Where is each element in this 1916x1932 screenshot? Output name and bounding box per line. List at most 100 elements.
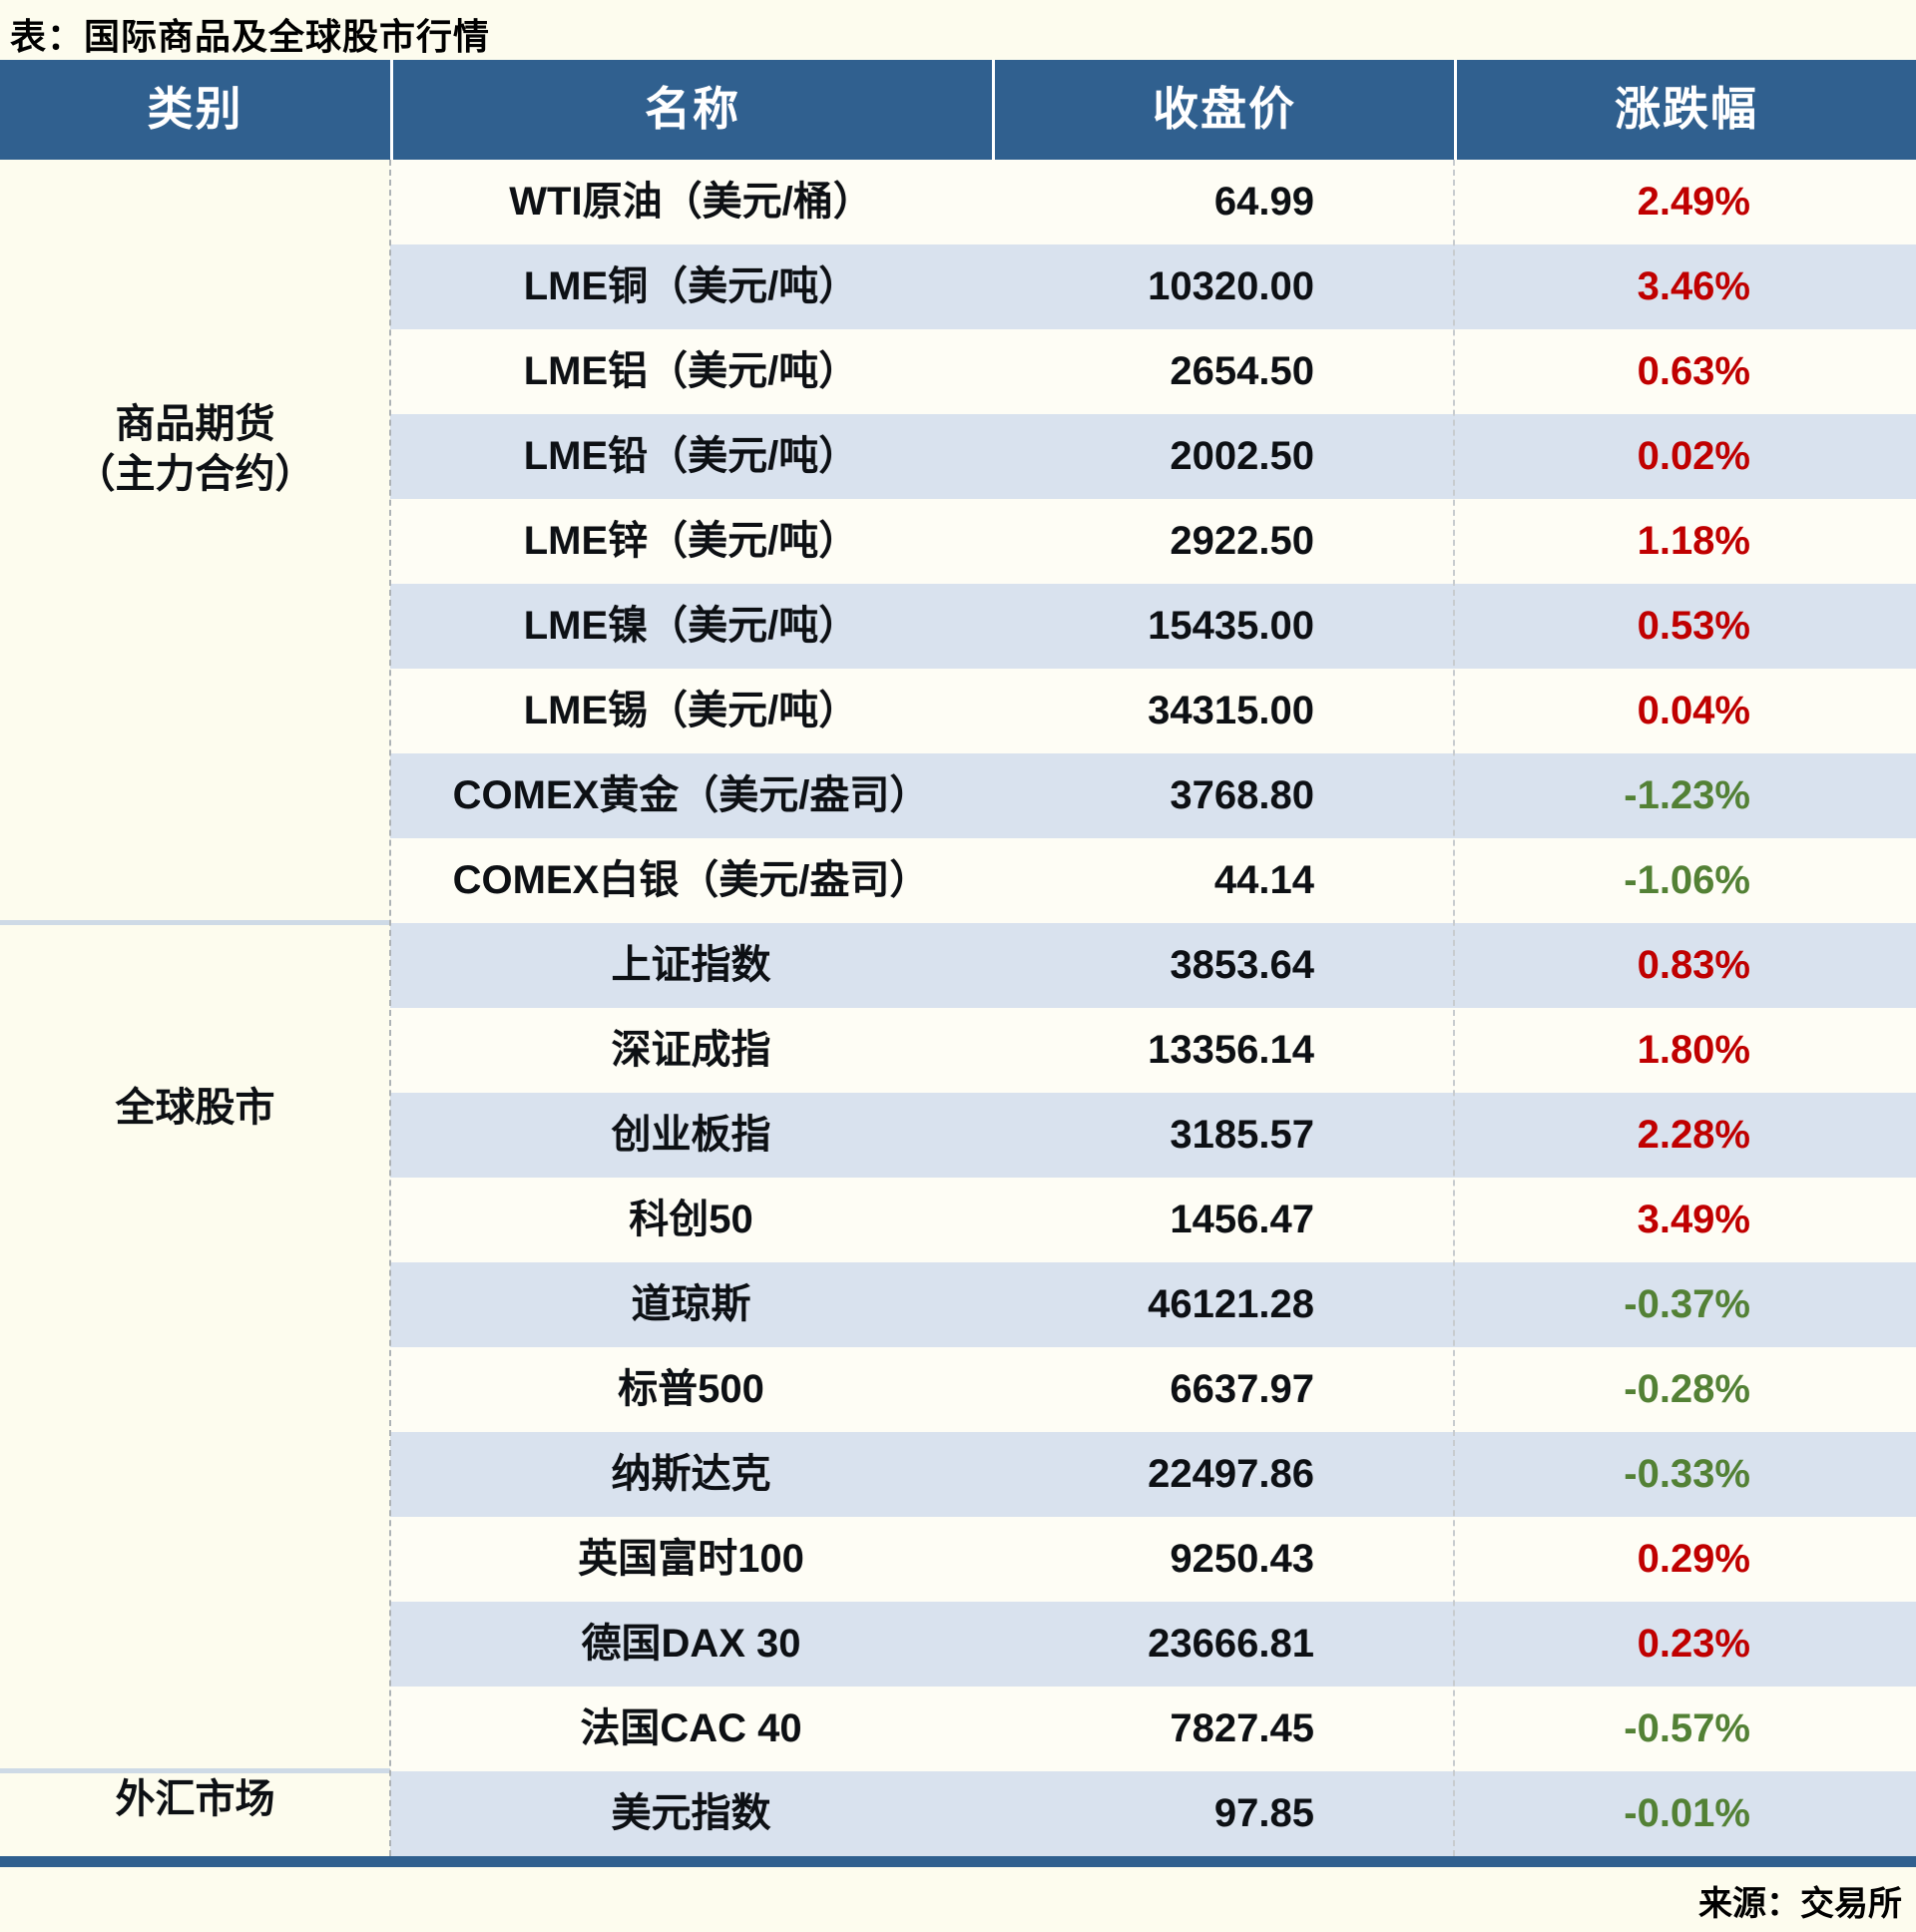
table-row: COMEX黄金（美元/盎司） 3768.80 -1.23% (390, 753, 1916, 838)
instrument-name: 德国DAX 30 (581, 1622, 801, 1666)
table-row: 美元指数 97.85 -0.01% (390, 1771, 1916, 1856)
category-section-divider (0, 920, 390, 925)
instrument-name: 科创50 (629, 1198, 753, 1241)
column-header-2: 收盘价 (992, 60, 1454, 160)
instrument-name: 深证成指 (611, 1028, 771, 1072)
change-percent: 0.02% (1637, 434, 1750, 478)
instrument-name: 美元指数 (611, 1791, 771, 1835)
instrument-name: 法国CAC 40 (580, 1706, 802, 1750)
close-price: 7827.45 (1170, 1706, 1314, 1750)
table-row: LME铜（美元/吨） 10320.00 3.46% (390, 244, 1916, 329)
close-price: 6637.97 (1170, 1367, 1314, 1411)
close-price: 97.85 (1213, 1791, 1314, 1835)
close-price: 2002.50 (1170, 434, 1314, 478)
instrument-name: COMEX黄金（美元/盎司） (452, 773, 930, 817)
close-price: 46121.28 (1148, 1282, 1314, 1326)
category-label-1: 全球股市 (0, 1083, 390, 1133)
close-price: 3768.80 (1170, 773, 1314, 817)
close-price: 1456.47 (1170, 1198, 1314, 1241)
table-row: 上证指数 3853.64 0.83% (390, 923, 1916, 1008)
change-percent: -0.28% (1624, 1367, 1750, 1411)
close-price: 2654.50 (1170, 349, 1314, 393)
table-row: 深证成指 13356.14 1.80% (390, 1008, 1916, 1093)
column-header-3: 涨跌幅 (1454, 60, 1916, 160)
instrument-name: 上证指数 (611, 943, 771, 987)
table-row: LME锡（美元/吨） 34315.00 0.04% (390, 669, 1916, 753)
table-row: LME锌（美元/吨） 2922.50 1.18% (390, 499, 1916, 584)
instrument-name: LME锡（美元/吨） (523, 689, 859, 732)
instrument-name: LME铅（美元/吨） (523, 434, 859, 478)
change-percent: -0.37% (1624, 1282, 1750, 1326)
close-price: 34315.00 (1148, 689, 1314, 732)
table-row: 道琼斯 46121.28 -0.37% (390, 1262, 1916, 1347)
table-body: WTI原油（美元/桶） 64.99 2.49% LME铜（美元/吨） 10320.00 3… (390, 160, 1916, 1856)
table-row: 德国DAX 30 23666.81 0.23% (390, 1602, 1916, 1687)
instrument-name: LME铜（美元/吨） (523, 264, 859, 308)
change-percent: 0.83% (1637, 943, 1750, 987)
table-bottom-border (0, 1856, 1916, 1867)
table-row: 英国富时100 9250.43 0.29% (390, 1517, 1916, 1602)
instrument-name: LME铝（美元/吨） (523, 349, 859, 393)
change-percent: 0.63% (1637, 349, 1750, 393)
category-divider-line (389, 160, 391, 1856)
instrument-name: 纳斯达克 (611, 1452, 771, 1496)
source-note: 来源：交易所 (1698, 1885, 1902, 1923)
instrument-name: COMEX白银（美元/盎司） (452, 858, 930, 902)
category-label-line: 外汇市场 (115, 1777, 275, 1821)
change-percent: 0.29% (1637, 1537, 1750, 1581)
category-label-2: 外汇市场 (0, 1774, 390, 1824)
change-percent: 0.53% (1637, 604, 1750, 648)
instrument-name: 英国富时100 (578, 1537, 804, 1581)
close-price: 44.14 (1213, 858, 1314, 902)
change-percent: 0.23% (1637, 1622, 1750, 1666)
change-percent: -0.33% (1624, 1452, 1750, 1496)
table-row: COMEX白银（美元/盎司） 44.14 -1.06% (390, 838, 1916, 923)
change-percent: 1.80% (1637, 1028, 1750, 1072)
change-percent: 2.28% (1637, 1113, 1750, 1157)
table-row: WTI原油（美元/桶） 64.99 2.49% (390, 160, 1916, 244)
change-percent: 1.18% (1637, 519, 1750, 563)
category-label-line: 全球股市 (115, 1086, 275, 1130)
instrument-name: 标普500 (618, 1367, 764, 1411)
close-price: 15435.00 (1148, 604, 1314, 648)
close-price: 22497.86 (1148, 1452, 1314, 1496)
table-row: LME铝（美元/吨） 2654.50 0.63% (390, 329, 1916, 414)
instrument-name: 道琼斯 (631, 1282, 751, 1326)
table-row: 纳斯达克 22497.86 -0.33% (390, 1432, 1916, 1517)
change-percent: -0.57% (1624, 1706, 1750, 1750)
instrument-name: WTI原油（美元/桶） (509, 180, 873, 224)
close-price: 13356.14 (1148, 1028, 1314, 1072)
instrument-name: LME镍（美元/吨） (523, 604, 859, 648)
close-price: 9250.43 (1170, 1537, 1314, 1581)
instrument-name: 创业板指 (611, 1113, 771, 1157)
table-row: 创业板指 3185.57 2.28% (390, 1093, 1916, 1178)
column-header-1: 名称 (390, 60, 992, 160)
close-price: 3853.64 (1170, 943, 1314, 987)
table-row: LME镍（美元/吨） 15435.00 0.53% (390, 584, 1916, 669)
table-row: 法国CAC 40 7827.45 -0.57% (390, 1687, 1916, 1771)
category-column: 商品期货 （主力合约） 全球股市外汇市场 (0, 160, 390, 1856)
change-column-divider-line (1453, 160, 1455, 1856)
close-price: 23666.81 (1148, 1622, 1314, 1666)
table-header-row: 类别 名称 收盘价 涨跌幅 (0, 60, 1916, 160)
instrument-name: LME锌（美元/吨） (523, 519, 859, 563)
category-label-line: （主力合约） (75, 452, 315, 496)
close-price: 10320.00 (1148, 264, 1314, 308)
column-header-0: 类别 (147, 84, 243, 135)
change-percent: -1.06% (1624, 858, 1750, 902)
change-percent: -0.01% (1624, 1791, 1750, 1835)
close-price: 3185.57 (1170, 1113, 1314, 1157)
close-price: 2922.50 (1170, 519, 1314, 563)
category-label-line: 商品期货 (115, 402, 275, 446)
category-label-0: 商品期货 （主力合约） (0, 399, 390, 499)
change-percent: -1.23% (1624, 773, 1750, 817)
change-percent: 3.49% (1637, 1198, 1750, 1241)
table-row: 标普500 6637.97 -0.28% (390, 1347, 1916, 1432)
change-percent: 3.46% (1637, 264, 1750, 308)
table-row: LME铅（美元/吨） 2002.50 0.02% (390, 414, 1916, 499)
page-title: 表：国际商品及全球股市行情 (10, 16, 491, 57)
close-price: 64.99 (1213, 180, 1314, 224)
change-percent: 2.49% (1637, 180, 1750, 224)
category-section-divider (0, 1768, 390, 1773)
